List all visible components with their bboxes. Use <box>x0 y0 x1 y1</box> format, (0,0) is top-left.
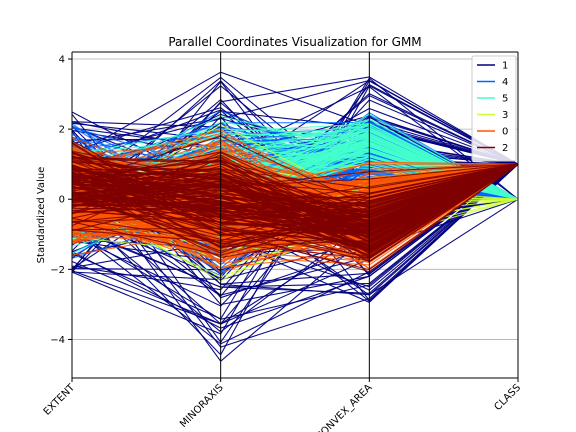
legend-label-1: 1 <box>502 61 508 72</box>
y-ticks: −4 −2 0 2 4 <box>50 55 72 346</box>
y-tick-label: −4 <box>50 335 65 346</box>
lines-layer <box>71 71 519 363</box>
series-2-line <box>71 163 519 236</box>
series-2-line <box>71 161 519 258</box>
y-axis-label: Standardized Value <box>36 167 47 264</box>
legend-label-3: 3 <box>502 110 508 121</box>
series-2-line <box>71 163 519 223</box>
legend-box <box>471 55 517 162</box>
series-2-line <box>71 163 519 207</box>
series-2-line <box>71 163 519 189</box>
series-2-line <box>71 163 519 252</box>
y-tick-label: 2 <box>59 125 65 136</box>
y-tick-label: 4 <box>59 55 65 66</box>
chart-title: Parallel Coordinates Visualization for G… <box>168 35 421 49</box>
legend-label-4: 4 <box>502 77 508 88</box>
legend: 1 4 5 3 0 2 <box>471 55 517 162</box>
axes-layer <box>71 51 519 379</box>
series-2-line <box>71 163 519 227</box>
series-2-line <box>71 163 519 245</box>
y-tick-label: 0 <box>59 195 65 206</box>
series-1-line <box>71 163 519 288</box>
series-2 <box>71 135 519 273</box>
legend-label-0: 0 <box>502 127 508 138</box>
series-1-line <box>71 163 519 294</box>
legend-label-5: 5 <box>502 94 508 105</box>
legend-label-2: 2 <box>502 143 508 154</box>
series-1-line <box>71 163 519 320</box>
series-2-line <box>71 163 519 229</box>
series-2-line <box>71 163 519 248</box>
series-2-line <box>71 163 519 259</box>
series-2-line <box>71 163 519 247</box>
series-2-line <box>71 142 519 235</box>
series-2-line <box>71 163 519 215</box>
y-tick-label: −2 <box>50 265 65 276</box>
series-2-line <box>71 157 519 199</box>
